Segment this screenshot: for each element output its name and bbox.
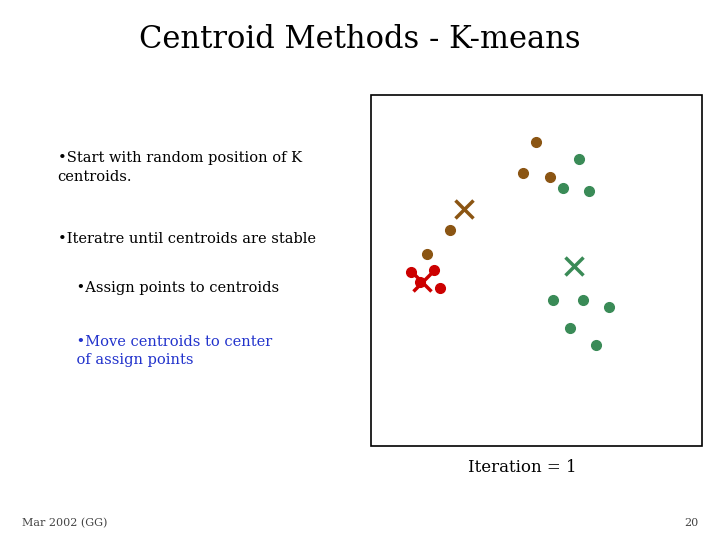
Text: 20: 20: [684, 518, 698, 528]
Text: •Assign points to centroids: •Assign points to centroids: [58, 281, 279, 295]
Text: Mar 2002 (GG): Mar 2002 (GG): [22, 518, 107, 528]
Text: •Move centroids to center
    of assign points: •Move centroids to center of assign poin…: [58, 335, 272, 367]
Text: •Iteratre until centroids are stable: •Iteratre until centroids are stable: [58, 232, 315, 246]
Text: Centroid Methods - K-means: Centroid Methods - K-means: [139, 24, 581, 55]
Bar: [371, 94, 702, 445]
Text: •Start with random position of K
centroids.: •Start with random position of K centroi…: [58, 151, 302, 184]
Text: Iteration = 1: Iteration = 1: [468, 459, 576, 476]
